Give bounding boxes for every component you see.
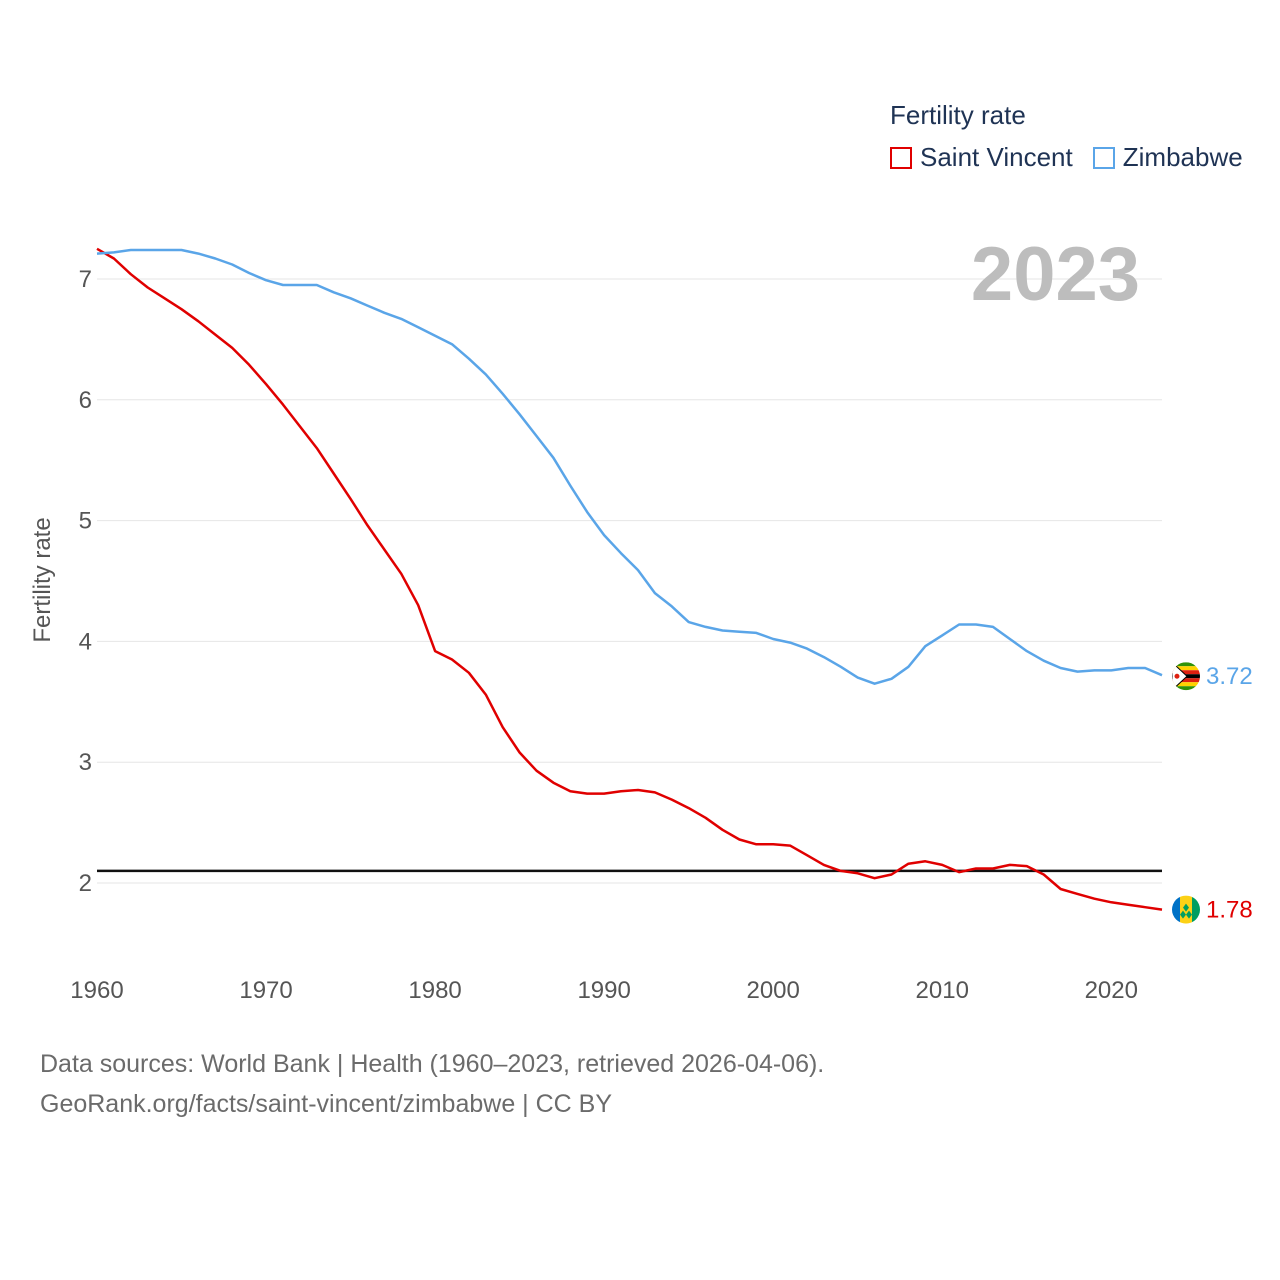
series-end-markers: 1.78 3.72 bbox=[1172, 662, 1253, 924]
x-tick-label-2000: 2000 bbox=[746, 977, 799, 1004]
y-tick-label-3: 3 bbox=[79, 749, 92, 776]
data-source-note: Data sources: World Bank | Health (1960–… bbox=[40, 1044, 824, 1124]
x-tick-label-1990: 1990 bbox=[577, 977, 630, 1004]
source-line-2[interactable]: GeoRank.org/facts/saint-vincent/zimbabwe… bbox=[40, 1090, 613, 1118]
legend-label-zimbabwe: Zimbabwe bbox=[1122, 142, 1243, 172]
x-tick-label-1980: 1980 bbox=[408, 977, 461, 1004]
flag-saint-vincent-icon bbox=[1172, 895, 1200, 924]
y-axis-ticks: 2 3 4 5 6 7 bbox=[79, 266, 92, 897]
series-line-zimbabwe bbox=[96, 248, 1163, 685]
end-label-saint-vincent: 1.78 bbox=[1206, 897, 1253, 924]
series-line-saint-vincent bbox=[96, 247, 1163, 911]
y-tick-label-4: 4 bbox=[79, 628, 92, 655]
legend-label-saint-vincent: Saint Vincent bbox=[920, 142, 1073, 172]
legend-item-saint-vincent[interactable]: Saint Vincent bbox=[890, 142, 1073, 173]
x-tick-label-1960: 1960 bbox=[70, 977, 123, 1004]
y-tick-label-6: 6 bbox=[79, 387, 92, 414]
series-lines bbox=[96, 247, 1163, 911]
end-label-zimbabwe: 3.72 bbox=[1206, 663, 1253, 690]
source-line-1: Data sources: World Bank | Health (1960–… bbox=[40, 1050, 825, 1078]
x-tick-label-2020: 2020 bbox=[1085, 977, 1138, 1004]
y-tick-label-2: 2 bbox=[79, 870, 92, 897]
legend-swatch-saint-vincent bbox=[890, 146, 912, 169]
y-axis-label: Fertility rate bbox=[29, 517, 56, 642]
legend-title: Fertility rate bbox=[890, 100, 1026, 130]
x-axis-ticks: 1960 1970 1980 1990 2000 2010 2020 bbox=[70, 977, 1138, 1004]
legend-swatch-zimbabwe bbox=[1092, 146, 1115, 169]
year-indicator: 2023 bbox=[971, 232, 1140, 317]
x-tick-label-1970: 1970 bbox=[239, 977, 292, 1004]
y-tick-label-5: 5 bbox=[79, 508, 92, 535]
gridlines bbox=[97, 278, 1162, 884]
legend: Saint Vincent Zimbabwe bbox=[890, 142, 1243, 173]
y-tick-label-7: 7 bbox=[79, 266, 92, 293]
legend-item-zimbabwe[interactable]: Zimbabwe bbox=[1092, 142, 1243, 173]
flag-zimbabwe-icon bbox=[1172, 662, 1200, 691]
x-tick-label-2010: 2010 bbox=[916, 977, 969, 1004]
